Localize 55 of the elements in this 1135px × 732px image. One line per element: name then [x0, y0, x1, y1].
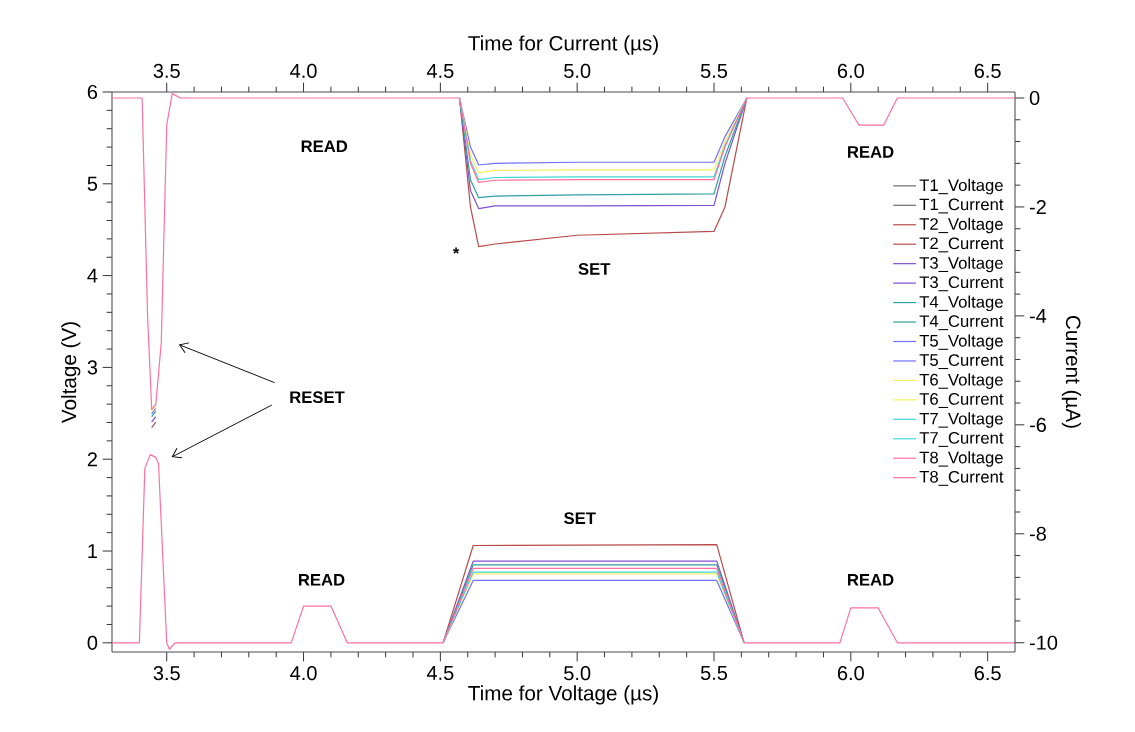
y2-tick-label: -8 [1029, 526, 1046, 541]
y-tick-label: 3 [87, 360, 98, 375]
legend-label: T7_Voltage [919, 412, 1003, 428]
x-tick-label: 4.5 [426, 666, 454, 680]
legend-label: T6_Voltage [919, 373, 1003, 389]
x2-tick-label: 6.0 [837, 63, 864, 78]
legend-label: T4_Current [919, 315, 1004, 331]
x-axis-title: Time for Voltage (µs) [468, 685, 658, 705]
x-tick-label: 5.5 [700, 666, 728, 680]
y-tick-label: 1 [88, 544, 97, 558]
annotation: READ [848, 574, 894, 586]
legend-label: T3_Voltage [919, 256, 1003, 273]
y2-tick-label: -6 [1029, 417, 1046, 432]
y-tick-label: 2 [87, 452, 97, 467]
annotation: SET [564, 512, 596, 525]
annotation: RESET [290, 391, 345, 404]
x-tick-label: 5.0 [564, 666, 591, 681]
legend-label: T6_Current [919, 393, 1004, 408]
legend-label: T8_Voltage [919, 451, 1003, 467]
x-tick-label: 6.5 [974, 666, 1001, 681]
legend-label: T3_Current [919, 276, 1004, 292]
y2-tick-label: -2 [1029, 199, 1046, 214]
x2-axis-title: Time for Current (µs) [468, 35, 658, 55]
legend-label: T5_Voltage [919, 334, 1003, 350]
x2-tick-label: 4.5 [426, 64, 454, 78]
y-tick-label: 6 [87, 84, 98, 100]
legend-label: T1_Voltage [919, 178, 1003, 195]
annotation: READ [301, 140, 348, 153]
annotation: * [452, 247, 460, 254]
y-axis-title: Voltage (V) [61, 322, 81, 424]
legend-label: T7_Current [919, 431, 1004, 447]
legend-label: T8_Current [919, 470, 1004, 486]
legend-label: T5_Current [919, 354, 1004, 370]
legend-label: T2_Voltage [919, 217, 1003, 234]
legend-label: T1_Current [919, 198, 1004, 214]
x-tick-label: 6.0 [837, 666, 864, 681]
x2-tick-label: 4.0 [290, 63, 317, 78]
y-tick-label: 0 [87, 635, 98, 650]
y2-axis-title: Current (µA) [1061, 315, 1082, 428]
x-tick-label: 4.0 [290, 666, 317, 681]
x2-tick-label: 6.5 [974, 63, 1001, 78]
y2-tick-label: -10 [1029, 635, 1058, 650]
x-tick-label: 3.5 [153, 666, 180, 681]
y2-tick-label: 0 [1029, 90, 1040, 106]
y2-tick-label: -4 [1029, 309, 1047, 323]
annotation: READ [848, 146, 894, 158]
x2-tick-label: 3.5 [153, 63, 180, 78]
legend-label: T4_Voltage [919, 295, 1003, 312]
y-tick-label: 5 [87, 176, 98, 191]
x2-tick-label: 5.5 [700, 64, 728, 78]
y-tick-label: 4 [87, 268, 98, 283]
legend-label: T2_Current [919, 237, 1004, 253]
x2-tick-label: 5.0 [564, 63, 591, 78]
annotation: SET [578, 263, 611, 275]
annotation: READ [298, 574, 345, 586]
